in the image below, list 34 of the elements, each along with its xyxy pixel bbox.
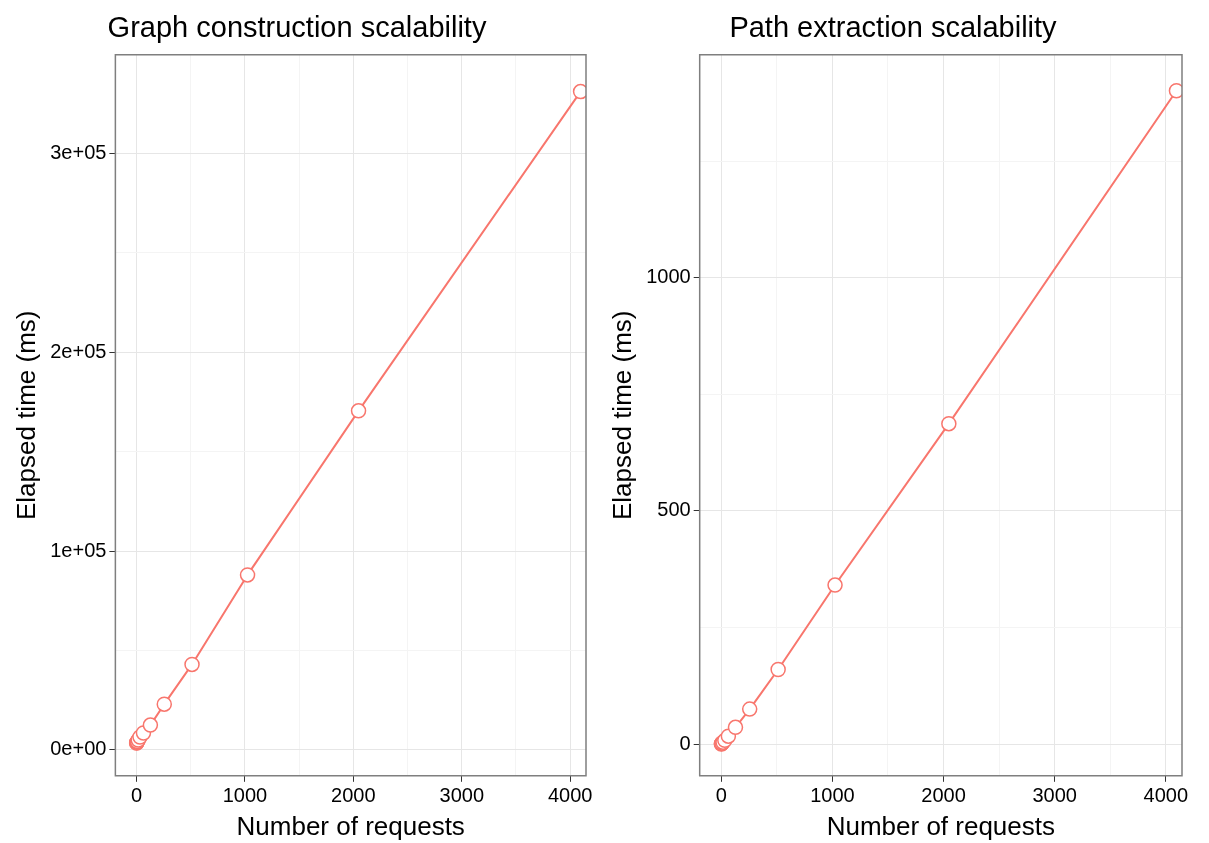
point [770,661,786,678]
x-tick-label: 2000 [331,784,376,807]
x-tick-label: 3000 [1032,784,1077,807]
y-tick-label: 1e+05 [50,538,107,561]
chart-title: Graph construction scalability [107,11,487,44]
point [827,577,843,593]
x-tick-label: 4000 [547,784,593,807]
point [239,567,256,583]
point [156,696,173,712]
y-tick-label: 1000 [646,265,691,288]
x-tick-label: 2000 [921,784,966,807]
y-tick-label: 3e+05 [50,140,107,163]
y-tick-label: 0 [679,731,691,754]
y-tick-label: 0e+00 [50,737,107,760]
x-tick-label: 3000 [439,784,485,807]
point [941,415,957,432]
x-tick-label: 1000 [222,784,268,807]
x-tick-label: 0 [715,784,727,807]
point [741,701,758,717]
y-axis-title: Elapsed time (ms) [606,310,637,521]
point [727,719,744,736]
point [350,403,367,419]
point [142,717,159,733]
y-axis-title: Elapsed time (ms) [10,310,41,521]
x-tick-label: 0 [130,784,143,807]
point [1168,82,1182,99]
chart-title: Path extraction scalability [729,11,1058,44]
x-axis-title: Number of requests [826,810,1056,841]
x-tick-label: 4000 [1143,784,1189,807]
y-tick-label: 500 [657,498,691,521]
x-tick-label: 1000 [810,784,855,807]
x-axis-title: Number of requests [236,810,465,841]
y-tick-label: 2e+05 [50,339,107,362]
point [184,656,200,673]
